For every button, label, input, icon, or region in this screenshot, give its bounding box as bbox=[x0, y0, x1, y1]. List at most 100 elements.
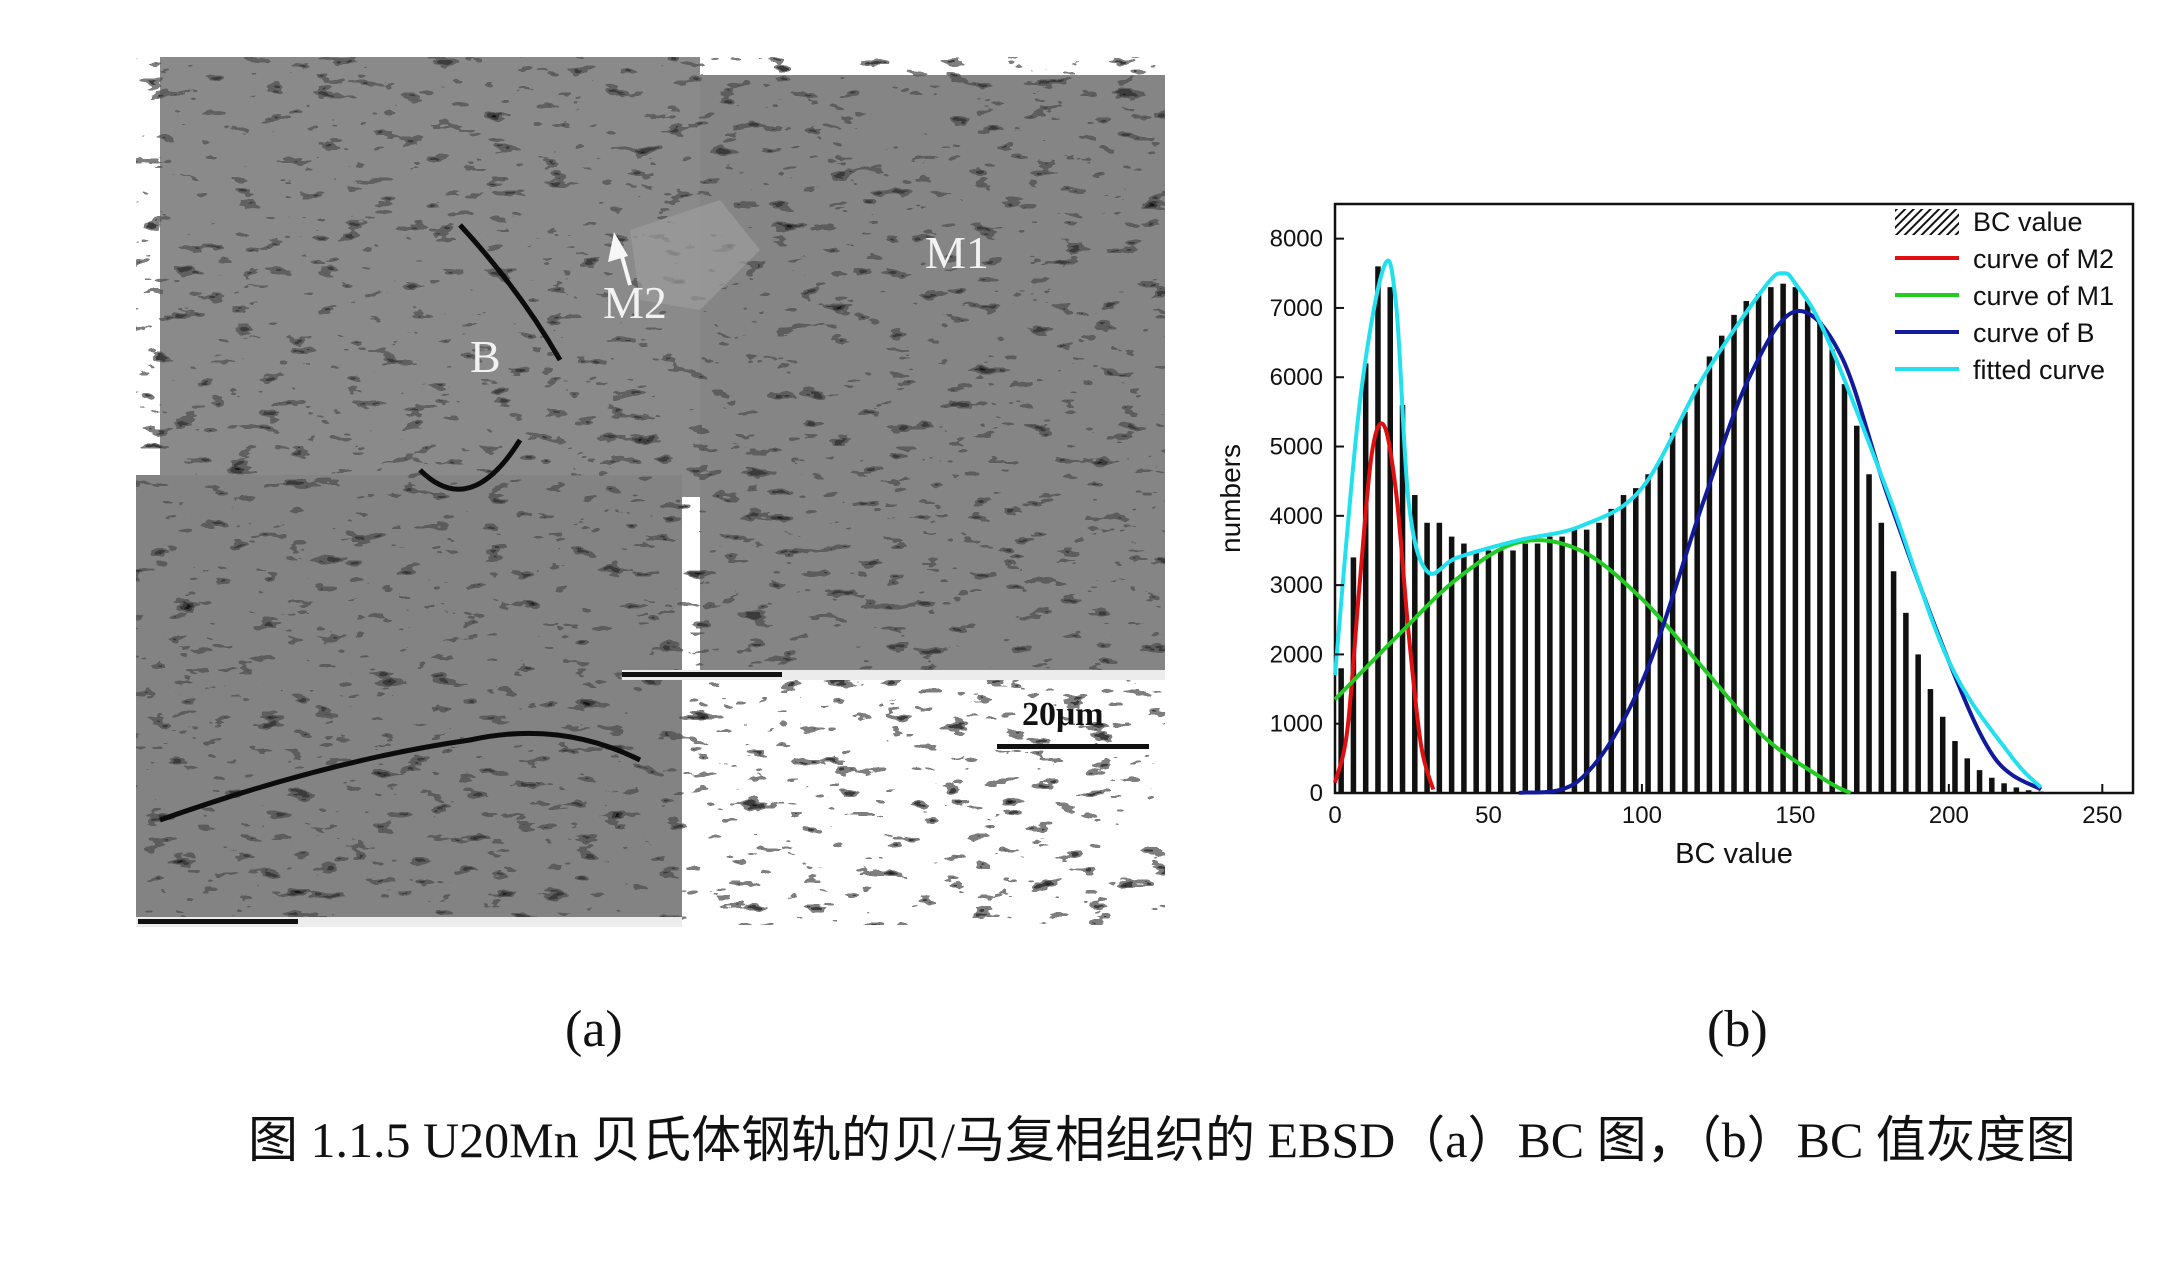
histogram-bar bbox=[1952, 741, 1958, 793]
m2-bright-region bbox=[630, 200, 760, 310]
bc-histogram-chart: 0 50 100 150 200 250 0 1000 2000 3000 4000 5000 6000… bbox=[1215, 202, 2135, 870]
legend-label: fitted curve bbox=[1973, 355, 2105, 385]
scale-bar-label: 20μm bbox=[1022, 696, 1104, 733]
tile-scalebar-strip bbox=[136, 917, 682, 927]
histogram-bar bbox=[1841, 384, 1848, 793]
histogram-bar bbox=[1436, 522, 1443, 793]
histogram-bar bbox=[1424, 522, 1430, 793]
label-m1: M1 bbox=[925, 227, 989, 278]
panel-b-label: (b) bbox=[1707, 1001, 1768, 1058]
histogram-bar bbox=[2038, 791, 2044, 793]
y-axis-label: numbers bbox=[1215, 444, 1246, 553]
figure-caption: 图 1.1.5 U20Mn 贝氏体钢轨的贝/马复相组织的 EBSD（a）BC 图… bbox=[248, 1112, 2076, 1168]
histogram-bar bbox=[1497, 550, 1504, 793]
histogram-bar bbox=[1669, 432, 1676, 793]
histogram-bar bbox=[1939, 716, 1946, 793]
histogram-bar bbox=[1534, 543, 1541, 793]
legend: BC value curve of M2 curve of M1 curve of B… bbox=[1895, 207, 2114, 385]
histogram-bar bbox=[1731, 314, 1737, 793]
histogram-bar bbox=[1976, 770, 1983, 793]
grain-boundaries bbox=[159, 223, 642, 823]
histogram-bar bbox=[1620, 495, 1627, 793]
histogram-bar bbox=[1362, 363, 1369, 793]
histogram-bar bbox=[1461, 543, 1467, 793]
histogram-bar bbox=[2013, 787, 2020, 793]
histogram-bar bbox=[1645, 474, 1651, 793]
histogram-bar bbox=[1768, 287, 1774, 793]
histogram-bar bbox=[1583, 529, 1590, 793]
histogram-bar bbox=[1743, 301, 1750, 793]
x-tick-label: 200 bbox=[1929, 802, 1969, 829]
histogram-bar bbox=[1694, 384, 1700, 793]
legend-label: curve of M1 bbox=[1973, 281, 2114, 311]
histogram-bar bbox=[1522, 543, 1529, 793]
histogram-bar bbox=[1338, 668, 1344, 793]
x-tick-label: 250 bbox=[2082, 802, 2122, 829]
micrograph-tiles bbox=[136, 57, 1165, 925]
histogram-bars bbox=[1338, 266, 2056, 793]
y-tick-label: 2000 bbox=[1270, 641, 1323, 668]
series-curve-of-m1 bbox=[1333, 538, 1852, 795]
y-tick-label: 8000 bbox=[1270, 226, 1323, 253]
legend-label: curve of B bbox=[1973, 318, 2095, 348]
m2-arrow-icon bbox=[608, 232, 632, 286]
histogram-bar bbox=[1448, 536, 1455, 793]
histogram-bar bbox=[2050, 792, 2056, 793]
histogram-bar bbox=[1890, 571, 1897, 793]
histogram-bar bbox=[1547, 536, 1553, 793]
histogram-bar bbox=[1718, 335, 1725, 793]
histogram-bar bbox=[2001, 783, 2007, 793]
histogram-bar bbox=[1387, 287, 1394, 793]
histogram-bar bbox=[1608, 508, 1614, 793]
histogram-bar bbox=[1989, 777, 1995, 793]
histogram-bar bbox=[1399, 404, 1406, 793]
y-tick-label: 6000 bbox=[1270, 364, 1323, 391]
histogram-bar bbox=[1804, 301, 1811, 793]
ebsd-bc-micrograph: B M2 M1 20μm bbox=[136, 57, 1165, 927]
histogram-bar bbox=[1706, 356, 1713, 793]
histogram-bar bbox=[1903, 612, 1909, 793]
histogram-bar bbox=[1780, 283, 1786, 793]
label-b: B bbox=[470, 331, 501, 382]
histogram-bar bbox=[1755, 294, 1762, 793]
x-axis: 0 50 100 150 200 250 bbox=[1328, 784, 2122, 829]
scale-bar bbox=[997, 744, 1149, 749]
x-axis-label: BC value bbox=[1675, 838, 1793, 870]
panel-a-label: (a) bbox=[565, 1001, 623, 1058]
tile-scalebar-strip bbox=[622, 670, 1165, 680]
x-tick-label: 150 bbox=[1775, 802, 1815, 829]
histogram-bar bbox=[1866, 474, 1872, 793]
histogram-bar bbox=[1559, 536, 1565, 793]
histogram-bar bbox=[1596, 522, 1602, 793]
histogram-bar bbox=[1473, 550, 1479, 793]
x-tick-label: 0 bbox=[1328, 802, 1341, 829]
histogram-bar bbox=[1485, 550, 1492, 793]
histogram-bar bbox=[1571, 529, 1578, 793]
y-tick-label: 7000 bbox=[1270, 295, 1323, 322]
y-tick-label: 4000 bbox=[1270, 503, 1323, 530]
histogram-bar bbox=[1964, 758, 1971, 793]
y-axis: 0 1000 2000 3000 4000 5000 6000 7000 8000 bbox=[1270, 226, 1344, 807]
histogram-bar bbox=[1510, 550, 1516, 793]
y-tick-label: 3000 bbox=[1270, 572, 1323, 599]
series-fitted-curve bbox=[1333, 258, 2043, 789]
histogram-bar bbox=[1829, 349, 1835, 793]
legend-swatch-histogram bbox=[1895, 209, 1959, 235]
legend-label: curve of M2 bbox=[1973, 244, 2114, 274]
histogram-bar bbox=[1657, 460, 1664, 793]
histogram-bar bbox=[2025, 790, 2032, 793]
legend-label-histogram: BC value bbox=[1973, 207, 2083, 237]
label-m2: M2 bbox=[603, 277, 667, 328]
y-tick-label: 1000 bbox=[1270, 711, 1323, 738]
x-tick-label: 100 bbox=[1622, 802, 1662, 829]
histogram-bar bbox=[1817, 321, 1823, 793]
y-tick-label: 5000 bbox=[1270, 434, 1323, 461]
histogram-bar bbox=[1915, 654, 1921, 793]
histogram-bar bbox=[1375, 266, 1381, 793]
histogram-bar bbox=[1878, 522, 1885, 793]
histogram-bar bbox=[1854, 425, 1860, 793]
series-curve-of-m2 bbox=[1333, 421, 1436, 791]
histogram-bar bbox=[1682, 411, 1688, 793]
histogram-bar bbox=[1792, 287, 1799, 793]
y-tick-label: 0 bbox=[1310, 780, 1323, 807]
